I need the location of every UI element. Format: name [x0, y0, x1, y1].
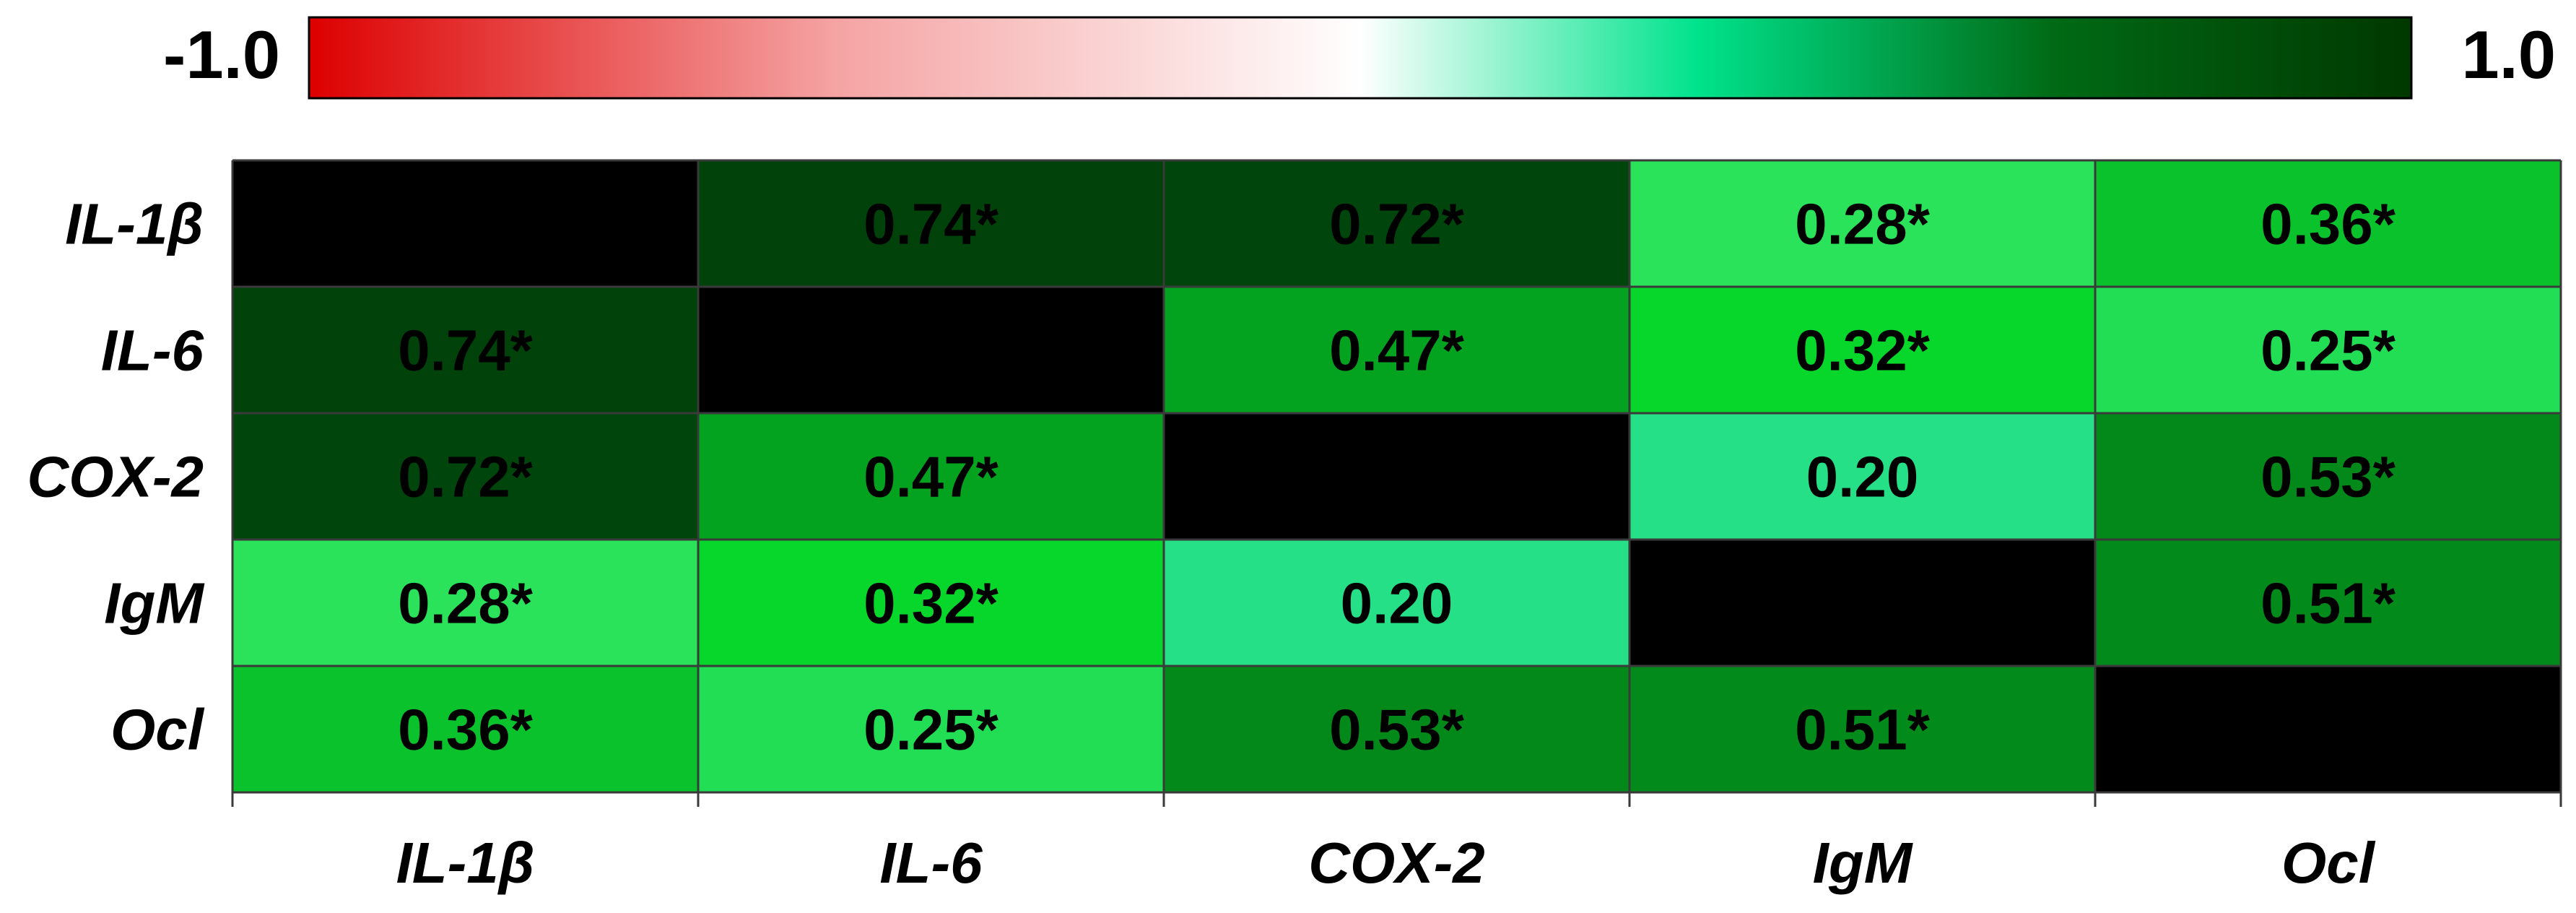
cell-value-label-r2-c1: 0.74* — [398, 319, 534, 383]
row-labels: IL-1β IL-6 COX-2 IgM Ocl — [27, 192, 206, 762]
heatmap-cell-r2-c4 — [1629, 287, 2095, 413]
row-label-2: IL-6 — [101, 319, 204, 383]
cell-value-label-r5-c4: 0.51* — [1795, 698, 1931, 762]
colorbar-max-label: 1.0 — [2461, 17, 2556, 92]
heatmap-cell-r1-c3 — [1164, 160, 1629, 287]
column-label-5: Ocl — [2281, 831, 2376, 895]
row-label-1: IL-1β — [65, 192, 204, 256]
row-label-3: COX-2 — [27, 445, 204, 509]
cell-value-label-r3-c2: 0.47* — [863, 445, 999, 509]
cell-value-label-r4-c5: 0.51* — [2260, 571, 2396, 636]
heatmap-cell-r5-c2 — [698, 666, 1164, 792]
cell-value-label-r4-c3: 0.20 — [1341, 571, 1453, 636]
column-label-2: IL-6 — [879, 831, 983, 895]
cell-value-label-r1-c5: 0.36* — [2260, 192, 2396, 256]
heatmap-cell-r3-c1 — [232, 413, 698, 540]
colorbar-min-label: -1.0 — [163, 17, 280, 92]
heatmap-cell-r4-c2 — [698, 540, 1164, 666]
cell-value-label-r3-c1: 0.72* — [398, 445, 534, 509]
cell-value-label-r5-c2: 0.25* — [863, 698, 999, 762]
column-labels: IL-1β IL-6 COX-2 IgM Ocl — [396, 831, 2376, 895]
cell-value-label-r1-c4: 0.28* — [1795, 192, 1931, 256]
cell-value-label-r2-c3: 0.47* — [1329, 319, 1465, 383]
heatmap-cell-r1-c1 — [232, 160, 698, 287]
heatmap-cell-r4-c4 — [1629, 540, 2095, 666]
column-label-3: COX-2 — [1308, 831, 1485, 895]
cell-value-label-r2-c4: 0.32* — [1795, 319, 1931, 383]
heatmap-cell-r4-c5 — [2095, 540, 2561, 666]
heatmap-cell-r5-c5 — [2095, 666, 2561, 792]
heatmap-cell-r5-c3 — [1164, 666, 1629, 792]
row-label-4: IgM — [104, 571, 205, 636]
heatmap-cell-r1-c4 — [1629, 160, 2095, 287]
heatmap-cell-r2-c2 — [698, 287, 1164, 413]
heatmap-cell-r3-c4 — [1629, 413, 2095, 540]
heatmap-cell-r2-c1 — [232, 287, 698, 413]
heatmap-cell-r5-c4 — [1629, 666, 2095, 792]
cell-value-label-r2-c5: 0.25* — [2260, 319, 2396, 383]
column-label-1: IL-1β — [396, 831, 535, 895]
cell-value-label-r1-c3: 0.72* — [1329, 192, 1465, 256]
cell-value-label-r4-c2: 0.32* — [863, 571, 999, 636]
heatmap-cell-r1-c5 — [2095, 160, 2561, 287]
cell-value-label-r1-c2: 0.74* — [863, 192, 999, 256]
heatmap-cell-r1-c2 — [698, 160, 1164, 287]
colorbar-gradient — [308, 16, 2413, 100]
heatmap-cell-r3-c2 — [698, 413, 1164, 540]
heatmap-cell-r2-c3 — [1164, 287, 1629, 413]
heatmap-cell-r3-c5 — [2095, 413, 2561, 540]
column-label-4: IgM — [1813, 831, 1914, 895]
cell-value-label-r3-c4: 0.20 — [1806, 445, 1919, 509]
row-label-5: Ocl — [110, 698, 205, 762]
heatmap-cell-r2-c5 — [2095, 287, 2561, 413]
heatmap-grid — [231, 159, 2562, 807]
heatmap-cell-r4-c1 — [232, 540, 698, 666]
heatmap-cell-r4-c3 — [1164, 540, 1629, 666]
cell-value-label-r5-c1: 0.36* — [398, 698, 534, 762]
heatmap-cell-r5-c1 — [232, 666, 698, 792]
cell-value-label-r3-c5: 0.53* — [2260, 445, 2396, 509]
cell-value-label-r5-c3: 0.53* — [1329, 698, 1465, 762]
colorbar: -1.0 1.0 — [163, 16, 2556, 100]
heatmap-cell-r3-c3 — [1164, 413, 1629, 540]
heatmap-cells: 0.74* 0.72* 0.28* 0.36* 0.74* 0.47* 0.32* 0.25*… — [232, 160, 2561, 792]
cell-value-label-r4-c1: 0.28* — [398, 571, 534, 636]
